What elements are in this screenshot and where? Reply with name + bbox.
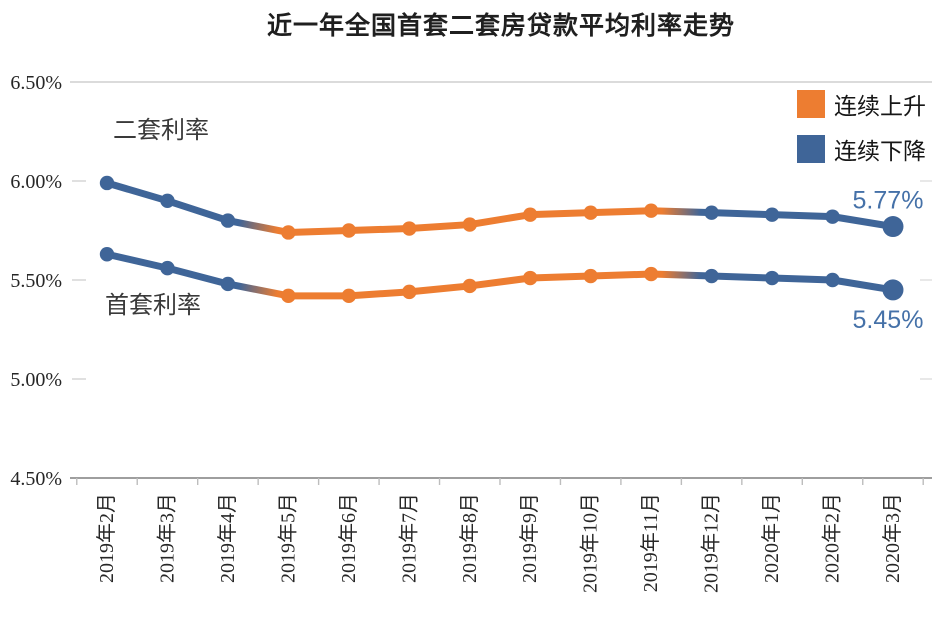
legend-swatch-declining [797, 135, 825, 163]
end-value-label: 5.77% [853, 187, 924, 215]
series-segment [227, 280, 290, 300]
data-point [341, 223, 357, 238]
data-point [764, 207, 780, 222]
data-point [704, 268, 719, 284]
series-segment [408, 282, 471, 296]
series-segment [651, 207, 712, 217]
data-point [882, 216, 904, 238]
series-segment [771, 274, 833, 284]
data-point [220, 276, 236, 292]
data-point [220, 213, 236, 228]
x-axis-label: 2019年8月 [458, 493, 481, 583]
data-point [583, 268, 598, 284]
y-axis-label: 5.00% [10, 369, 62, 391]
y-axis-label: 4.50% [10, 468, 62, 490]
x-axis-label: 2019年5月 [276, 493, 299, 583]
series-segment [409, 221, 470, 233]
series-segment [227, 217, 290, 236]
x-axis-label: 2020年3月 [881, 493, 904, 583]
data-point [462, 217, 477, 232]
y-axis-label: 5.50% [10, 270, 62, 292]
legend-label-declining: 连续下降 [834, 138, 926, 164]
data-point [462, 278, 477, 294]
data-point [99, 175, 115, 191]
x-axis-label: 2019年7月 [397, 493, 420, 583]
x-axis-label: 2019年11月 [639, 493, 662, 592]
legend-label-rising: 连续上升 [834, 93, 926, 119]
data-point [99, 247, 115, 262]
series-segment [530, 272, 591, 282]
series-name-label: 首套利率 [105, 292, 201, 319]
series-segment [288, 227, 349, 236]
x-axis-label: 2019年2月 [95, 493, 118, 583]
y-axis-label: 6.50% [10, 72, 62, 94]
data-point [643, 203, 659, 218]
series-segment [711, 209, 773, 219]
data-point [764, 270, 780, 286]
data-point [523, 207, 538, 222]
x-axis-label: 2019年6月 [337, 493, 360, 583]
end-value-label: 5.45% [853, 306, 924, 334]
data-point [825, 272, 840, 288]
x-axis-label: 2019年4月 [216, 493, 239, 583]
x-axis-label: 2020年2月 [821, 493, 844, 583]
data-point [825, 209, 840, 224]
data-point [583, 205, 598, 220]
data-point [643, 266, 659, 282]
series-segment [590, 207, 652, 217]
series-segment [590, 270, 652, 280]
series-segment [348, 288, 410, 300]
data-point [160, 193, 175, 208]
data-point [341, 288, 357, 304]
series-segment [771, 211, 833, 221]
data-point [523, 270, 538, 286]
legend-swatch-rising [797, 90, 825, 118]
x-axis-label: 2019年9月 [518, 493, 541, 583]
data-point [281, 225, 296, 240]
legend: 连续上升 连续下降 [797, 87, 926, 166]
series-segment [469, 274, 531, 290]
x-axis-label: 2019年10月 [579, 493, 602, 593]
data-point [281, 288, 296, 304]
series-segment [530, 209, 591, 219]
series-segment [106, 179, 169, 205]
data-point [882, 279, 904, 301]
x-axis-label: 2020年1月 [760, 493, 783, 583]
series-segment [469, 211, 531, 229]
data-point [402, 284, 417, 300]
x-axis-label: 2019年3月 [155, 493, 178, 583]
series-segment [711, 272, 773, 282]
data-point [402, 221, 417, 236]
data-point [160, 260, 175, 276]
series-segment [348, 225, 410, 234]
chart-title: 近一年全国首套二套房贷款平均利率走势 [266, 13, 735, 40]
data-point [704, 205, 719, 220]
series-segment [106, 250, 169, 272]
series-segment [166, 264, 229, 288]
x-axis-label: 2019年12月 [700, 493, 723, 593]
series-segment [651, 270, 712, 280]
y-axis-label: 6.00% [10, 171, 62, 193]
series-segment [166, 197, 230, 224]
legend-item-declining: 连续下降 [797, 132, 926, 166]
legend-item-rising: 连续上升 [797, 87, 926, 121]
series-name-label: 二套利率 [113, 117, 209, 144]
